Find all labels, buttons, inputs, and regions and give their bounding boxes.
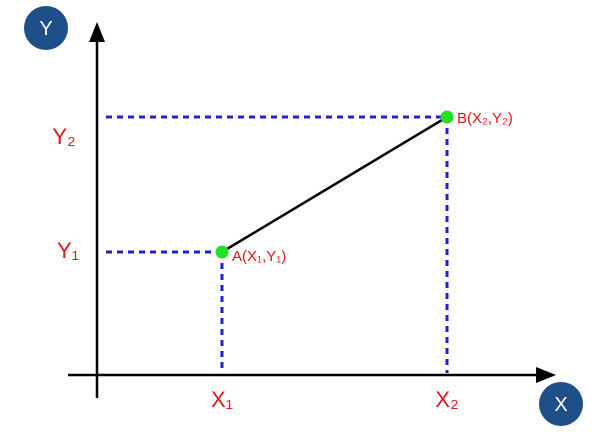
point-b-dot	[440, 110, 454, 124]
y-axis-badge: Y	[24, 6, 68, 50]
y-axis-arrowhead	[89, 22, 105, 42]
y-axis-badge-circle	[24, 6, 68, 50]
y-axis-badge-text: Y	[39, 18, 52, 40]
x-axis-arrowhead	[536, 367, 556, 383]
point-a-dot	[215, 245, 229, 259]
y2-label: Y₂	[52, 124, 75, 149]
x-axis-badge-circle	[539, 382, 583, 426]
x-axis-badge: X	[539, 382, 583, 426]
x-axis-badge-text: X	[554, 394, 567, 416]
x2-label: X₂	[435, 387, 458, 412]
y1-label: Y₁	[57, 238, 79, 263]
point-a-label: A(X₁,Y₁)	[232, 248, 286, 265]
point-b-label: B(X₂,Y₂)	[457, 110, 513, 127]
x1-label: X₁	[211, 387, 233, 412]
segment-ab	[221, 115, 448, 254]
